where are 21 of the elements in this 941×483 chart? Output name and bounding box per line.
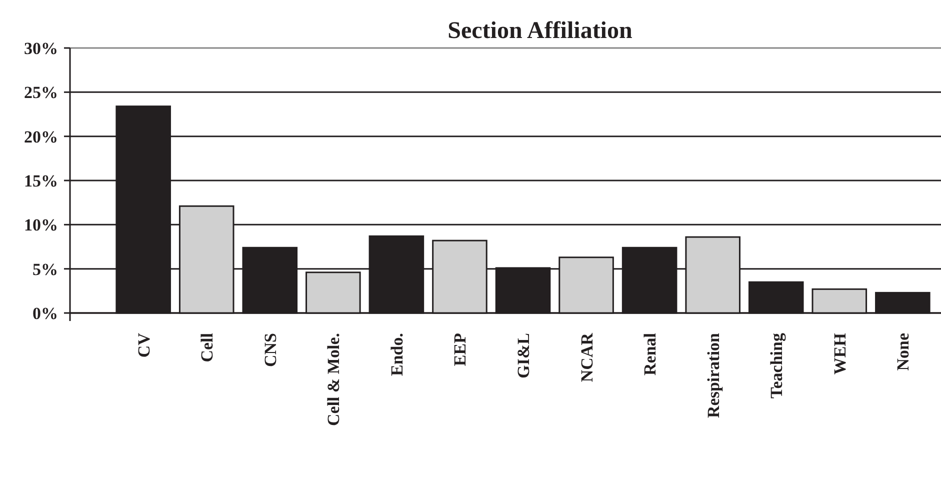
y-tick-label: 30% [24,38,58,58]
y-tick-label: 0% [32,304,58,323]
x-tick-label: Teaching [767,332,786,399]
x-tick-label: None [894,332,913,371]
x-tick-label: Cell [198,332,217,362]
y-tick-label: 25% [24,83,58,102]
x-tick-label: GI&L [514,333,533,378]
x-tick-label: NCAR [577,332,596,382]
x-tick-label: WEH [830,333,850,375]
y-tick-label: 5% [32,260,58,279]
x-tick-label: CNS [260,333,280,368]
x-tick-label: Renal [640,332,660,376]
x-tick-label: Endo. [387,333,406,376]
x-tick-label: Cell & Mole. [324,333,344,426]
chart-title: Section Affiliation [448,18,632,44]
y-tick-label: 10% [24,216,58,235]
y-tick-label: 20% [24,127,58,146]
y-tick-label: 15% [24,171,58,190]
x-tick-label: Respiration [704,332,723,418]
x-tick-label: EEP [450,333,470,366]
x-tick-label: CV [134,332,154,358]
